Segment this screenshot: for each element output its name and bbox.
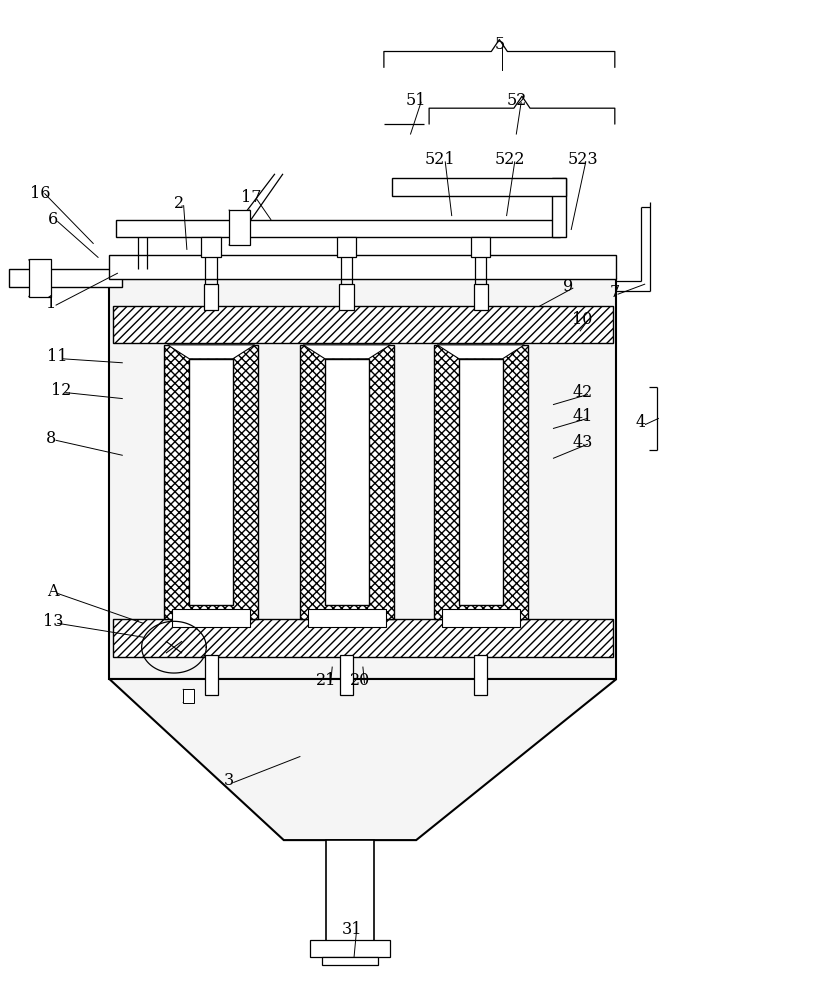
Bar: [474, 655, 487, 695]
Text: 42: 42: [572, 384, 593, 401]
Bar: [300, 345, 393, 619]
Bar: [392, 178, 567, 196]
Text: 5: 5: [494, 36, 505, 53]
Text: 21: 21: [315, 672, 336, 689]
Text: A: A: [47, 583, 59, 600]
Text: 521: 521: [425, 151, 456, 168]
Bar: [459, 359, 502, 605]
Bar: [473, 284, 488, 310]
Bar: [434, 345, 528, 619]
Bar: [322, 957, 378, 965]
Bar: [112, 306, 613, 343]
Bar: [552, 178, 567, 237]
Bar: [110, 255, 616, 279]
Text: 13: 13: [42, 613, 63, 630]
Bar: [245, 220, 560, 237]
Bar: [164, 345, 258, 619]
Bar: [204, 284, 219, 310]
Text: 41: 41: [572, 408, 593, 425]
Polygon shape: [167, 345, 254, 359]
Text: 52: 52: [507, 92, 528, 109]
Text: 8: 8: [46, 430, 56, 447]
Bar: [189, 359, 233, 605]
Bar: [202, 237, 221, 257]
Polygon shape: [303, 345, 390, 359]
Polygon shape: [110, 679, 616, 840]
Text: 7: 7: [610, 284, 620, 301]
Text: 9: 9: [563, 278, 573, 295]
Bar: [326, 840, 374, 957]
Bar: [337, 237, 356, 257]
Bar: [112, 619, 613, 657]
Text: 1: 1: [46, 295, 56, 312]
Bar: [325, 359, 368, 605]
Bar: [471, 237, 490, 257]
Text: 522: 522: [494, 151, 525, 168]
Bar: [341, 655, 353, 695]
Text: 20: 20: [350, 672, 370, 689]
Bar: [28, 259, 51, 297]
Bar: [172, 609, 250, 627]
Text: 3: 3: [224, 772, 234, 789]
Bar: [442, 609, 520, 627]
Polygon shape: [437, 345, 524, 359]
Text: 17: 17: [241, 189, 262, 206]
Bar: [205, 655, 218, 695]
Bar: [9, 269, 122, 287]
Text: 4: 4: [636, 414, 646, 431]
Bar: [229, 210, 250, 245]
Text: 10: 10: [572, 311, 593, 328]
Bar: [310, 940, 390, 957]
Text: 43: 43: [572, 434, 593, 451]
Bar: [183, 689, 194, 703]
Text: 11: 11: [47, 348, 68, 365]
Text: 523: 523: [567, 151, 598, 168]
Text: 12: 12: [50, 382, 71, 399]
Text: 51: 51: [406, 92, 427, 109]
Text: 2: 2: [174, 195, 184, 212]
Bar: [115, 220, 237, 237]
Text: 16: 16: [29, 185, 50, 202]
Bar: [308, 609, 385, 627]
Text: 31: 31: [341, 921, 362, 938]
Bar: [340, 284, 354, 310]
Text: 6: 6: [48, 211, 58, 228]
Bar: [110, 279, 616, 679]
